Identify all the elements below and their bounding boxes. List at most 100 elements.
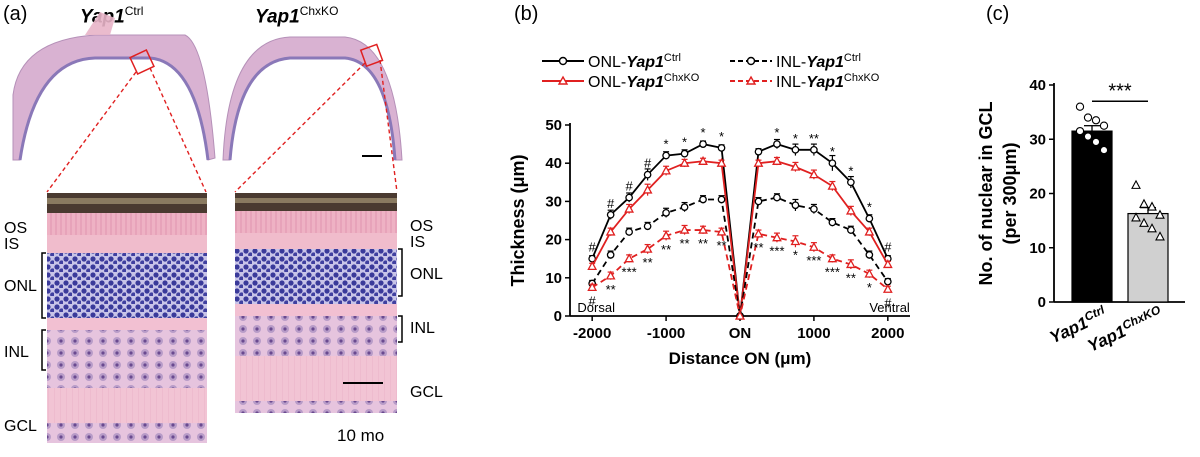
data-point — [754, 147, 763, 156]
data-point — [606, 210, 615, 219]
data-point — [661, 230, 671, 240]
x-tick-label: -2000 — [573, 325, 611, 342]
annotation-lower: ** — [753, 240, 763, 255]
bar-point — [1131, 179, 1141, 189]
data-point — [773, 193, 781, 202]
data-point — [699, 140, 707, 148]
annotation-lower: *** — [622, 265, 637, 280]
data-point — [772, 232, 782, 242]
bar-point — [1099, 145, 1109, 155]
bar-y-tick-label: 30 — [1029, 131, 1046, 148]
bar-point — [1147, 223, 1157, 233]
panel-b-label: (b) — [514, 3, 539, 25]
data-point — [791, 201, 800, 210]
data-point — [662, 151, 670, 160]
y-tick-label: 50 — [545, 117, 562, 134]
annotation-lower: # — [884, 295, 892, 310]
data-point — [625, 228, 633, 236]
bar-y-tick-label: 10 — [1029, 240, 1046, 257]
data-point — [662, 209, 670, 217]
data-point — [865, 214, 874, 223]
data-point — [882, 283, 893, 293]
data-point — [642, 243, 653, 253]
bar-point — [1083, 113, 1093, 122]
y-tick-label: 40 — [545, 155, 562, 172]
annotation-upper: * — [682, 135, 687, 150]
data-point — [773, 140, 781, 148]
data-point — [882, 259, 893, 269]
annotation-lower: *** — [806, 253, 821, 268]
legend-marker-2 — [746, 56, 756, 66]
layer-label-onl-right: ONL — [410, 266, 443, 283]
y-tick-label: 30 — [545, 193, 562, 210]
data-point — [699, 195, 707, 204]
data-point — [791, 145, 800, 154]
annotation-upper: * — [830, 144, 835, 159]
dorsal-label: Dorsal — [577, 300, 615, 315]
legend-label-2: INL-Yap1Ctrl — [776, 52, 861, 71]
bar-point — [1075, 102, 1085, 111]
bar-0 — [1071, 130, 1113, 303]
bar-1 — [1127, 212, 1169, 303]
data-point — [605, 270, 616, 280]
data-point — [716, 157, 727, 167]
annotation-upper: * — [848, 163, 853, 178]
histology-figure — [12, 12, 403, 443]
data-point — [772, 155, 782, 165]
bar-y-tick-label: 0 — [1038, 294, 1046, 311]
layer-label-os-right: OS — [410, 218, 434, 235]
data-point — [735, 310, 745, 320]
y-tick-label: 10 — [545, 270, 562, 287]
data-point — [605, 226, 616, 236]
data-point — [809, 241, 819, 251]
bar-point — [1155, 209, 1165, 219]
data-point — [624, 203, 635, 213]
legend-label-0: ONL-Yap1Ctrl — [588, 52, 681, 71]
series-line-2 — [591, 196, 889, 317]
annotation-lower: ** — [846, 270, 856, 285]
zoom-lines — [46, 59, 398, 193]
layer-label-onl-left: ONL — [4, 278, 37, 295]
annotation-lower: * — [793, 248, 798, 263]
eye-section-ctrl — [12, 12, 216, 161]
annotation-upper: * — [664, 137, 669, 152]
bar-point — [1083, 132, 1093, 141]
layer-label-is-right: IS — [410, 234, 426, 251]
data-point — [864, 226, 875, 236]
y-tick-label: 0 — [554, 308, 562, 325]
annotation-upper: # — [589, 240, 597, 255]
data-point — [606, 251, 615, 259]
gcl-bar-chart: 0 10 20 30 40 No. of nuclear in GCL (per 300μm… — [976, 77, 1185, 356]
data-point — [810, 205, 818, 213]
data-point — [790, 236, 801, 246]
layer-label-gcl-right: GCL — [410, 384, 443, 401]
x-tick-label: 2000 — [871, 325, 904, 342]
data-point — [883, 277, 892, 286]
legend-label-3: INL-Yap1ChxKO — [776, 72, 880, 91]
bar-y-axis-subtitle: (per 300μm) — [1000, 142, 1020, 244]
data-point — [680, 203, 689, 211]
annotation-lower: ** — [680, 236, 690, 251]
bar-y-tick-label: 20 — [1029, 186, 1046, 203]
bar-point — [1139, 198, 1149, 208]
data-point — [643, 222, 652, 231]
annotation-upper: * — [701, 125, 706, 140]
series-line-1 — [591, 160, 889, 317]
data-point — [698, 155, 708, 165]
legend-marker-3 — [745, 75, 757, 85]
bar-point — [1139, 217, 1149, 227]
data-point — [845, 259, 856, 269]
genotype-ko-title: Yap1ChxKO — [255, 4, 339, 28]
bar-point — [1075, 126, 1085, 136]
data-point — [847, 226, 855, 234]
layer-label-inl-left: INL — [4, 344, 29, 361]
bar-y-axis-title: No. of nuclear in GCL — [976, 101, 996, 285]
annotation-upper: # — [884, 240, 892, 255]
data-point — [717, 195, 726, 204]
data-point — [828, 159, 837, 168]
annotation-lower: # — [589, 293, 597, 308]
annotation-lower: ** — [606, 282, 616, 297]
data-point — [845, 205, 856, 215]
y-axis-title: Thickness (μm) — [508, 154, 528, 286]
annotation-upper: * — [867, 200, 872, 215]
